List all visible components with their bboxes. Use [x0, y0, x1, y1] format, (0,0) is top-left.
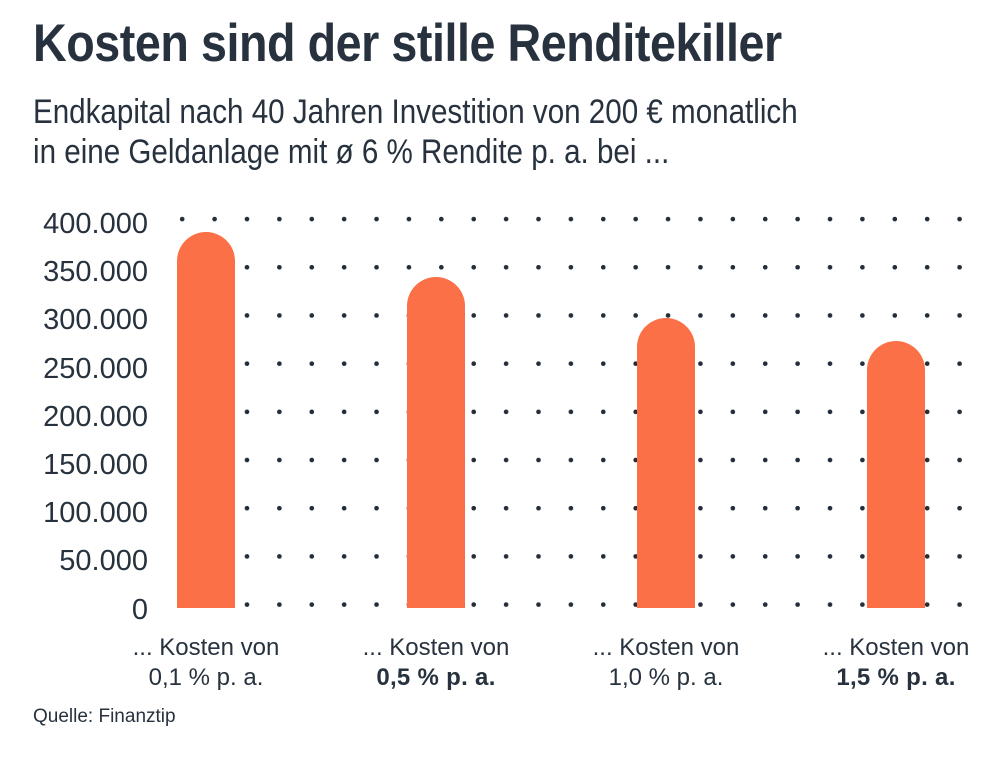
y-tick-label: 200.000 — [43, 400, 148, 433]
x-category-label: ... Kosten von 0,1 % p. a. — [76, 633, 336, 693]
chart-subtitle-line2: in eine Geldanlage mit ø 6 % Rendite p. … — [33, 133, 670, 171]
y-tick-label: 250.000 — [43, 352, 148, 385]
bar — [407, 277, 465, 608]
source-credit: Quelle: Finanztip — [33, 706, 176, 727]
y-tick-label: 0 — [131, 593, 148, 626]
bar — [637, 318, 695, 608]
x-category-label: ... Kosten von 1,5 % p. a. — [766, 633, 1008, 693]
bar — [867, 341, 925, 608]
x-category-label-line2: 1,5 % p. a. — [836, 664, 956, 691]
y-tick-label: 400.000 — [43, 208, 148, 240]
x-category-label-line1: ... Kosten von — [822, 634, 970, 661]
x-category-label-line2: 0,5 % p. a. — [376, 664, 496, 691]
y-tick-label: 350.000 — [43, 256, 148, 289]
x-category-label-line1: ... Kosten von — [362, 634, 510, 661]
y-tick-label: 150.000 — [43, 449, 148, 481]
chart-subtitle: Endkapital nach 40 Jahren Investition vo… — [33, 92, 798, 172]
dotted-grid — [166, 195, 976, 629]
y-tick-label: 300.000 — [43, 304, 148, 337]
x-category-label-line1: ... Kosten von — [132, 634, 280, 661]
chart-title: Kosten sind der stille Renditekiller — [33, 14, 782, 73]
y-tick-label: 100.000 — [43, 497, 148, 530]
x-category-label-line2: 0,1 % p. a. — [148, 664, 264, 691]
y-tick-label: 50.000 — [59, 545, 148, 578]
x-category-label-line1: ... Kosten von — [592, 634, 740, 661]
bar — [177, 232, 235, 608]
y-axis: 400.000 350.000 300.000 250.000 200.000 150.0… — [0, 0, 148, 760]
chart-subtitle-line1: Endkapital nach 40 Jahren Investition vo… — [33, 93, 798, 131]
x-category-label-line2: 1,0 % p. a. — [608, 664, 724, 691]
x-category-label: ... Kosten von 1,0 % p. a. — [536, 633, 796, 693]
x-category-label: ... Kosten von 0,5 % p. a. — [306, 633, 566, 693]
